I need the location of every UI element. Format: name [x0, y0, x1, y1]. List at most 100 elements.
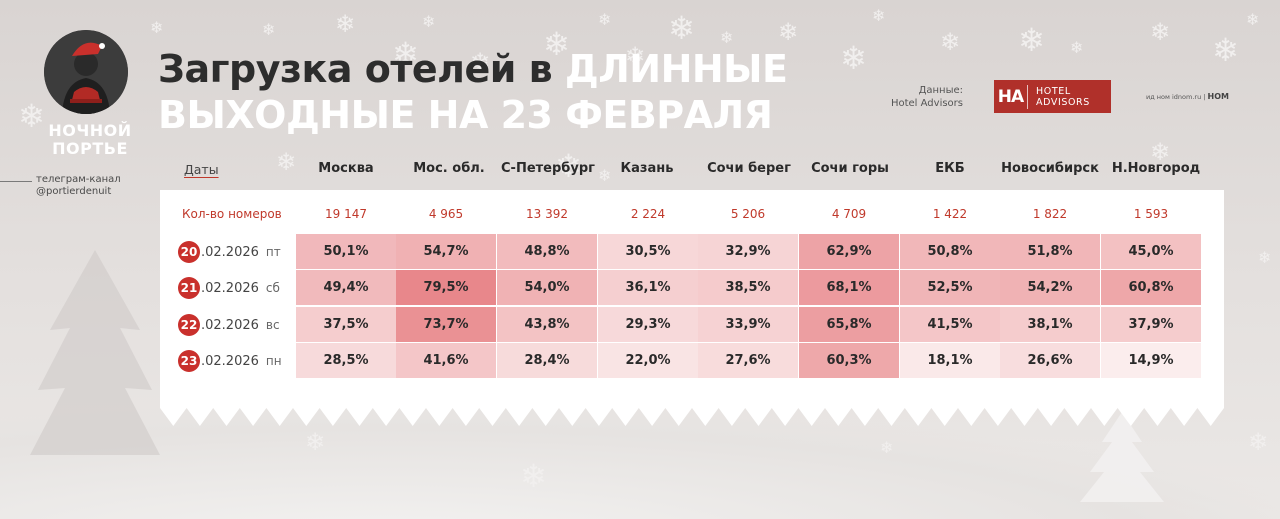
occupancy-cell: 65,8% [799, 307, 899, 342]
occupancy-cell: 14,9% [1101, 343, 1201, 378]
rooms-count: 13 392 [526, 207, 568, 221]
rooms-count: 1 422 [932, 207, 968, 221]
snowflake-icon: ❄ [840, 39, 867, 77]
source-label: Данные: [918, 85, 963, 96]
column-header: С-Петербург [501, 161, 595, 176]
date-label: 20.02.2026 пт [178, 238, 281, 266]
ha-mark: HA [994, 84, 1028, 109]
occupancy-cell: 79,5% [396, 270, 496, 305]
snowflake-icon: ❄ [1150, 18, 1171, 46]
occupancy-cell: 60,8% [1101, 270, 1201, 305]
occupancy-cell: 48,8% [497, 234, 597, 269]
occupancy-cell: 41,6% [396, 343, 496, 378]
column-header: Мос. обл. [413, 161, 485, 176]
snowflake-icon: ❄ [335, 10, 356, 38]
snowflake-icon: ❄ [1150, 138, 1171, 166]
occupancy-cell: 54,0% [497, 270, 597, 305]
occupancy-cell: 38,5% [698, 270, 798, 305]
snow-hill-background [0, 409, 1280, 519]
occupancy-cell: 49,4% [296, 270, 396, 305]
occupancy-cell: 73,7% [396, 307, 496, 342]
occupancy-cell: 68,1% [799, 270, 899, 305]
occupancy-cell: 54,7% [396, 234, 496, 269]
rooms-count: 1 593 [1133, 207, 1169, 221]
date-rest: .02.2026 [201, 353, 259, 369]
occupancy-cell: 51,8% [1000, 234, 1100, 269]
column-header: ЕКБ [935, 161, 965, 176]
rooms-count: 2 224 [630, 207, 666, 221]
snowflake-icon: ❄ [262, 20, 276, 39]
snowflake-icon: ❄ [1246, 10, 1260, 29]
rooms-count: 4 965 [428, 207, 464, 221]
snowflake-icon: ❄ [422, 12, 436, 31]
occupancy-cell: 37,5% [296, 307, 396, 342]
rooms-count: 1 822 [1032, 207, 1068, 221]
snowflake-icon: ❄ [150, 18, 164, 37]
occupancy-cell: 26,6% [1000, 343, 1100, 378]
telegram-handle[interactable]: телеграм-канал @portierdenuit [36, 174, 121, 198]
date-rest: .02.2026 [201, 244, 259, 260]
divider-line [0, 181, 32, 182]
zigzag-edge-decoration [160, 408, 1224, 426]
snowflake-icon: ❄ [880, 438, 894, 457]
snowflake-icon: ❄ [1018, 21, 1045, 59]
occupancy-cell: 36,1% [598, 270, 698, 305]
credits-brand: HOM [1207, 92, 1229, 101]
day-badge: 23 [178, 350, 200, 372]
snowflake-icon: ❄ [778, 18, 799, 46]
snowflake-icon: ❄ [1258, 248, 1272, 267]
portier-logo [44, 30, 128, 114]
occupancy-cell: 32,9% [698, 234, 798, 269]
occupancy-cell: 52,5% [900, 270, 1000, 305]
occupancy-cell: 33,9% [698, 307, 798, 342]
snowflake-icon: ❄ [520, 457, 547, 495]
telegram-username[interactable]: @portierdenuit [36, 186, 112, 197]
ha-text-line1: HOTEL [1036, 85, 1071, 97]
zigzag-shape [160, 408, 1224, 426]
occupancy-cell: 22,0% [598, 343, 698, 378]
occupancy-cell: 37,9% [1101, 307, 1201, 342]
snowflake-icon: ❄ [668, 9, 695, 47]
occupancy-cell: 28,5% [296, 343, 396, 378]
occupancy-cell: 60,3% [799, 343, 899, 378]
weekday: вс [265, 318, 280, 332]
table-header: Даты Москва Мос. обл. С-Петербург Казань Соч… [160, 152, 1224, 188]
occupancy-cell: 18,1% [900, 343, 1000, 378]
brand-name: НОЧНОЙ ПОРТЬЕ [40, 122, 140, 158]
snowflake-icon: ❄ [625, 42, 646, 70]
column-header: Сочи горы [811, 161, 889, 176]
occupancy-cell: 62,9% [799, 234, 899, 269]
occupancy-cell: 50,8% [900, 234, 1000, 269]
date-label: 21.02.2026 сб [178, 274, 280, 302]
title-line2: ВЫХОДНЫЕ НА 23 ФЕВРАЛЯ [158, 93, 773, 137]
snowflake-icon: ❄ [940, 28, 961, 56]
occupancy-cell: 27,6% [698, 343, 798, 378]
snowflake-icon: ❄ [720, 28, 734, 47]
source-name: Hotel Advisors [890, 98, 963, 109]
occupancy-cell: 45,0% [1101, 234, 1201, 269]
occupancy-cell: 28,4% [497, 343, 597, 378]
snowflake-icon: ❄ [543, 25, 570, 63]
date-rest: .02.2026 [201, 280, 259, 296]
page-title: Загрузка отелей в ДЛИННЫЕ ВЫХОДНЫЕ НА 23… [158, 46, 788, 138]
day-badge: 20 [178, 241, 200, 263]
weekday: сб [265, 281, 280, 295]
snowflake-icon: ❄ [1070, 38, 1084, 57]
title-highlight: ДЛИННЫЕ [564, 47, 788, 91]
occupancy-cell: 50,1% [296, 234, 396, 269]
date-label: 23.02.2026 пн [178, 347, 282, 375]
column-header: Сочи берег [707, 161, 791, 176]
telegram-label: телеграм-канал [36, 174, 121, 185]
brand-name-line2: ПОРТЬЕ [52, 139, 128, 158]
snowflake-icon: ❄ [555, 147, 582, 185]
occupancy-table: Кол-во номеров 19 147 4 965 13 392 2 224 5 2… [160, 190, 1224, 408]
snowflake-icon: ❄ [305, 428, 326, 456]
weekday: пт [265, 245, 281, 259]
day-badge: 21 [178, 277, 200, 299]
weekday: пн [265, 354, 282, 368]
credits: ид ном idnom.ru | HOM [1146, 92, 1229, 101]
dates-header: Даты [184, 162, 219, 177]
occupancy-cell: 43,8% [497, 307, 597, 342]
column-header: Москва [318, 161, 374, 176]
rooms-count: 4 709 [831, 207, 867, 221]
